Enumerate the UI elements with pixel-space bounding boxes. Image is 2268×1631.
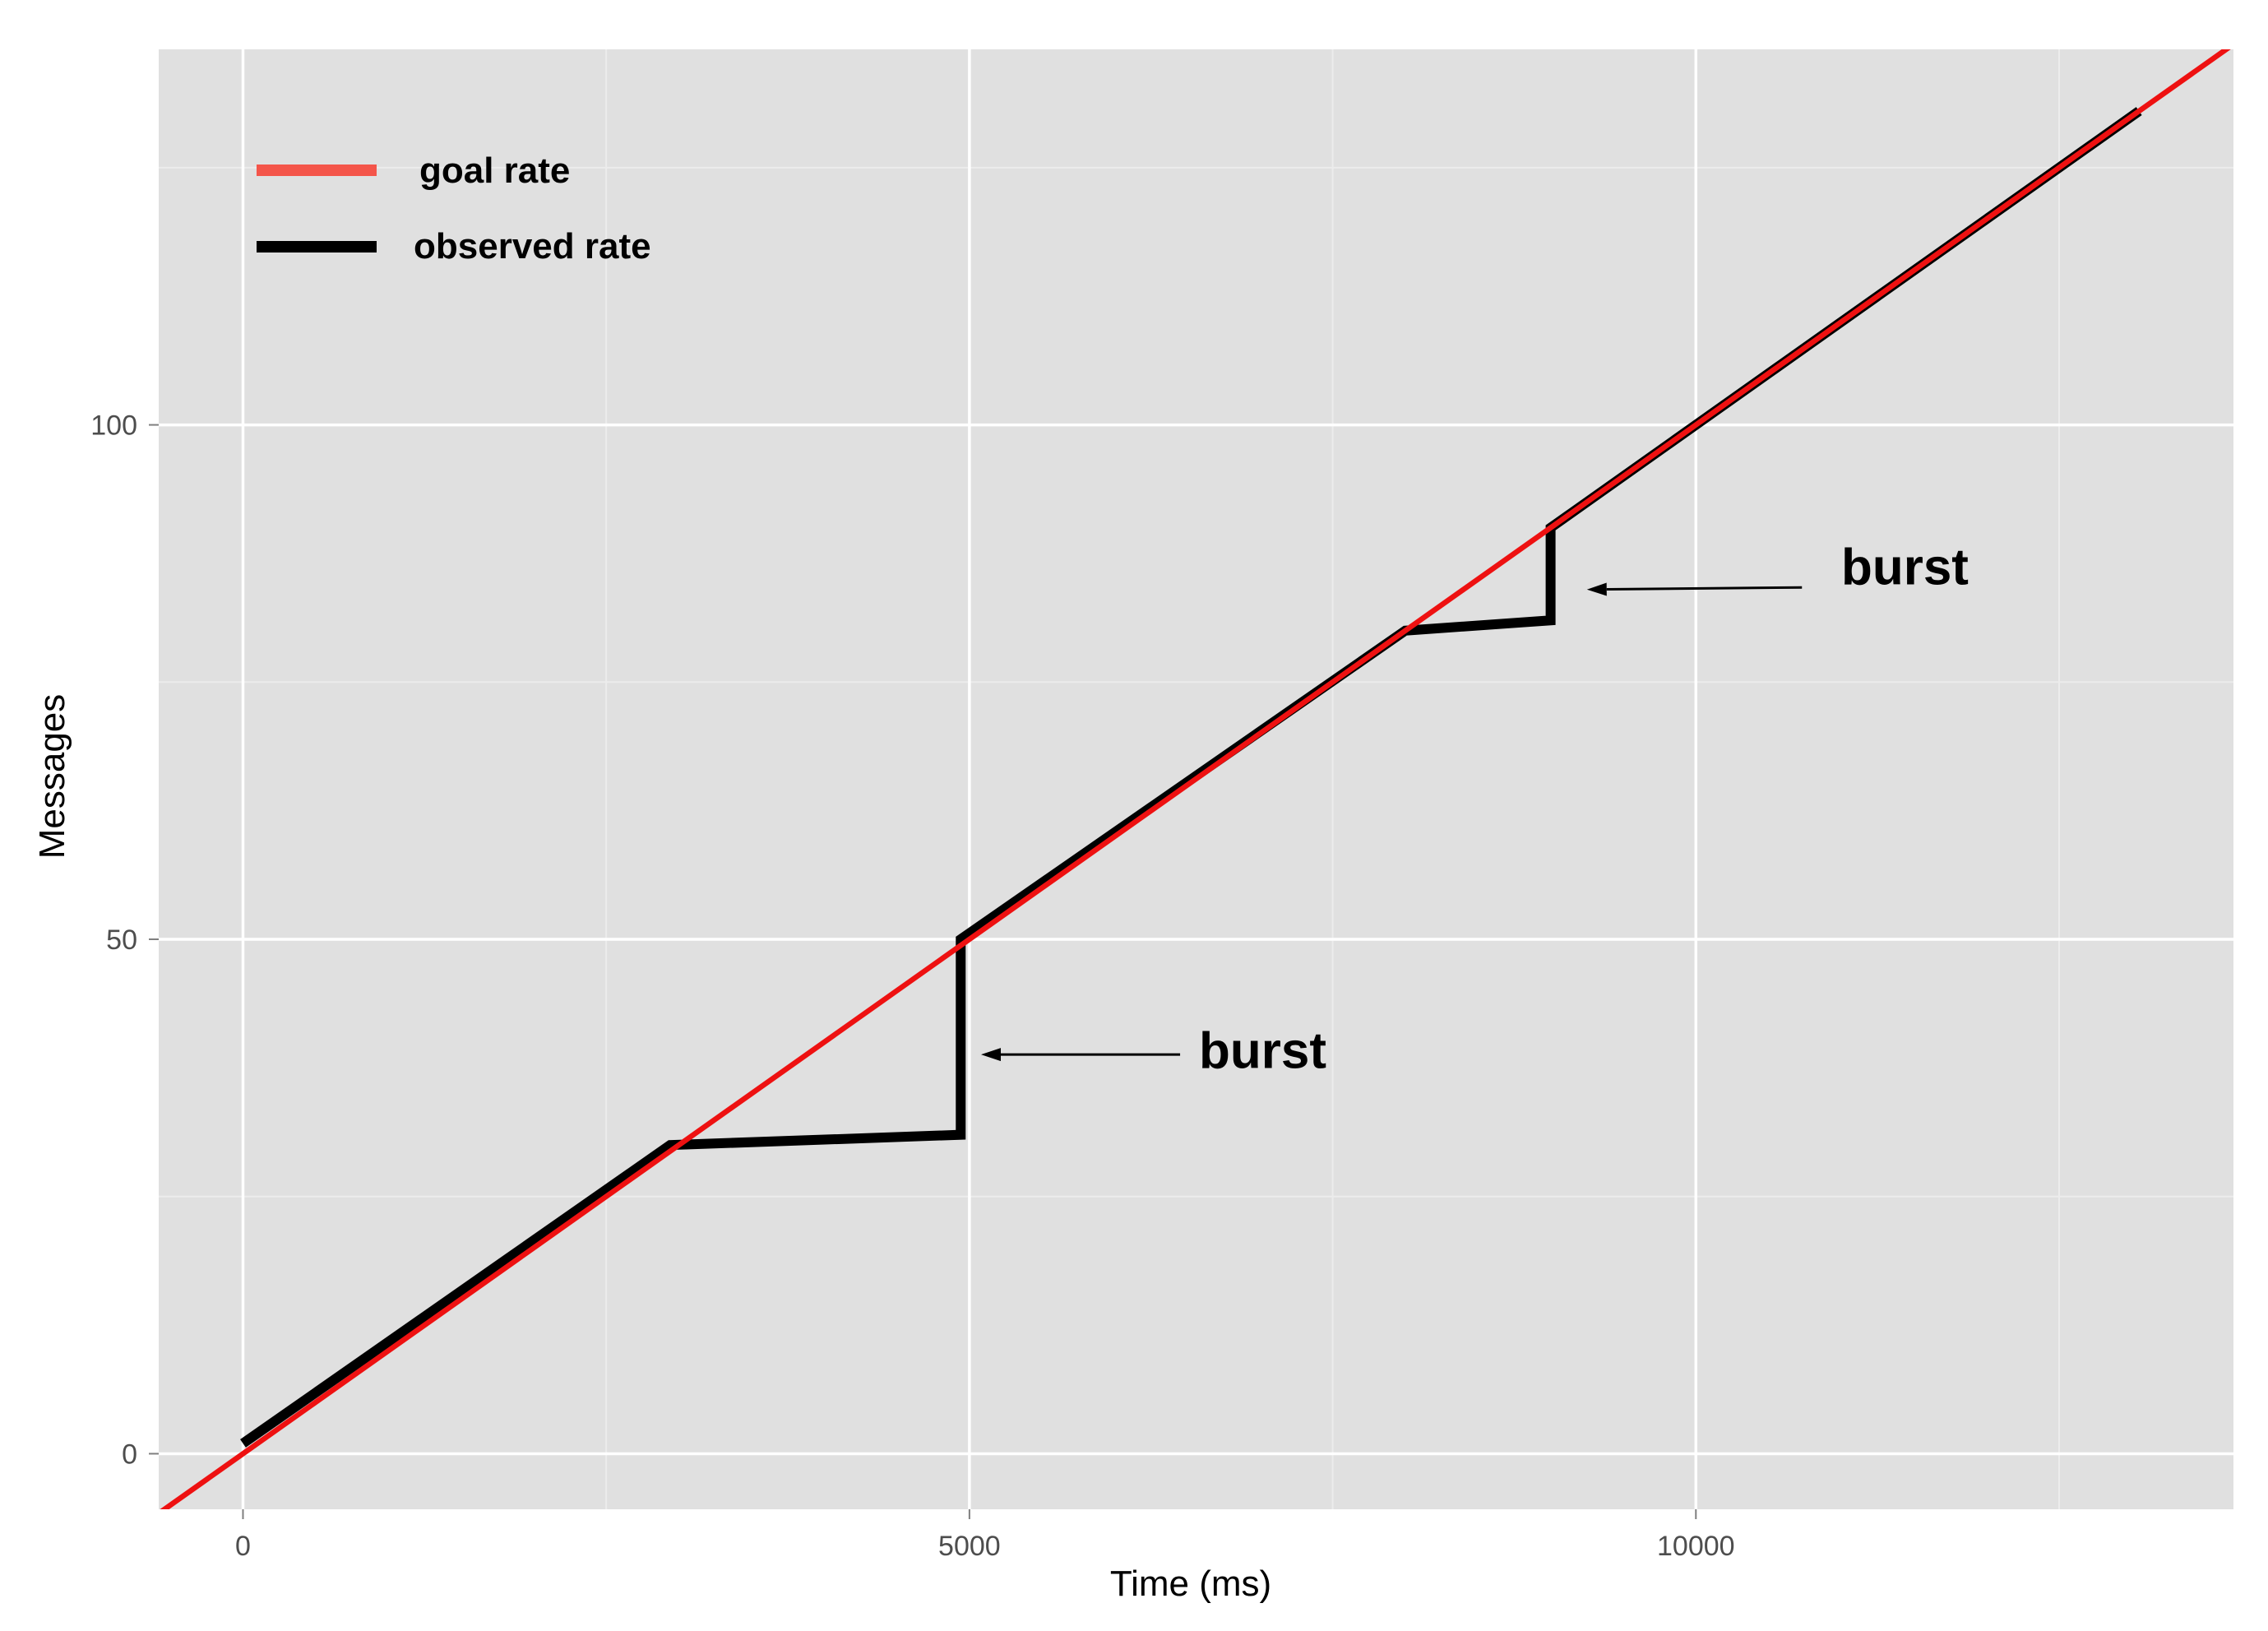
major-grid xyxy=(159,49,2233,1509)
y-tick-label: 100 xyxy=(90,410,137,442)
annotation-arrowhead xyxy=(981,1048,1002,1062)
x-tick-label: 0 xyxy=(235,1531,251,1562)
x-tick-label: 5000 xyxy=(938,1531,1001,1562)
y-axis-title: Messages xyxy=(32,694,72,860)
annotation-label-burst: burst xyxy=(1841,539,1969,595)
annotation-arrowhead xyxy=(1586,582,1607,596)
annotation-arrow-shaft xyxy=(1606,586,1803,591)
y-tick-label: 0 xyxy=(122,1439,137,1470)
legend-label-observed-rate: observed rate xyxy=(414,226,651,266)
axis-ticks xyxy=(149,424,1697,1519)
legend: goal rate observed rate xyxy=(257,151,651,266)
legend-label-goal-rate: goal rate xyxy=(419,151,570,191)
x-tick-label: 10000 xyxy=(1657,1531,1735,1562)
minor-grid xyxy=(159,49,2233,1509)
y-tick-label: 50 xyxy=(106,924,137,956)
annotations: burst burst xyxy=(981,539,1969,1079)
series-group xyxy=(160,49,2231,1509)
series-line-goal-rate xyxy=(160,49,2231,1509)
annotation-label-burst: burst xyxy=(1199,1022,1326,1079)
tick-labels: 0 5000 10000 0 50 100 xyxy=(90,410,1734,1562)
x-axis-title: Time (ms) xyxy=(1110,1564,1271,1604)
